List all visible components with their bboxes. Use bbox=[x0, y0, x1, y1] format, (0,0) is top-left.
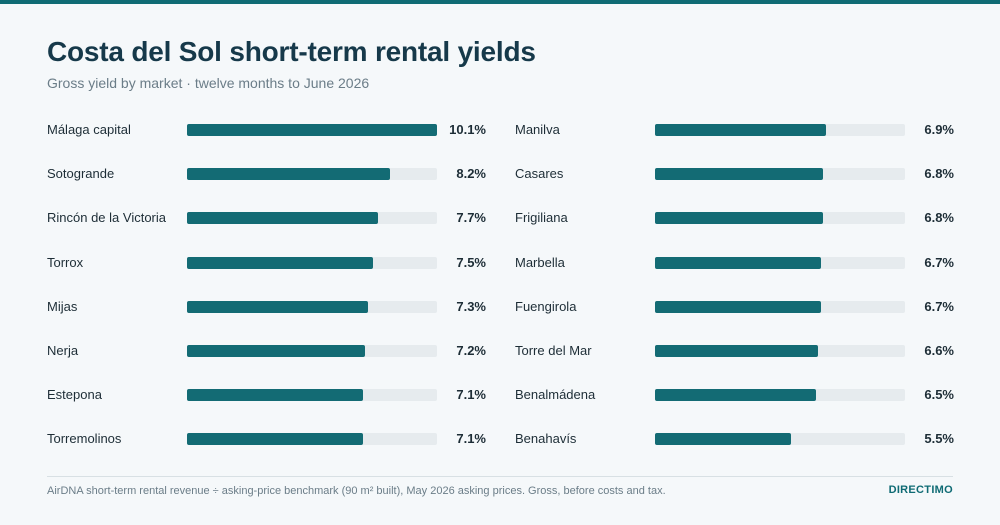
category-label: Torrox bbox=[47, 254, 84, 270]
bar-row: Casares 6.8% bbox=[515, 150, 955, 194]
category-label: Rincón de la Victoria bbox=[47, 210, 166, 226]
bar bbox=[655, 300, 821, 313]
bar-track bbox=[655, 212, 905, 225]
bar bbox=[187, 168, 390, 181]
category-label: Casares bbox=[515, 166, 564, 182]
bar bbox=[655, 124, 826, 136]
bar-row: Nerja 7.2% bbox=[47, 327, 487, 371]
bar-track bbox=[655, 433, 905, 446]
bar-track bbox=[187, 300, 437, 313]
bar-track bbox=[655, 124, 905, 136]
value-label: 7.1% bbox=[456, 431, 486, 447]
bar-row: Benalmádena 6.5% bbox=[515, 371, 955, 415]
bar-row: Torremolinos 7.1% bbox=[47, 415, 487, 459]
bar-track bbox=[187, 212, 437, 225]
chart-column-right: Manilva 6.9% Casares 6.8% Frigiliana 6.8% Marb… bbox=[515, 106, 955, 460]
bar-track bbox=[655, 168, 905, 181]
value-label: 8.2% bbox=[456, 166, 486, 182]
category-label: Fuengirola bbox=[515, 298, 577, 314]
bar bbox=[187, 433, 363, 446]
bar-row: Sotogrande 8.2% bbox=[47, 150, 487, 194]
value-label: 7.5% bbox=[456, 254, 486, 270]
value-label: 7.1% bbox=[456, 387, 486, 403]
bar-row: Marbella 6.7% bbox=[515, 239, 955, 283]
bar-track bbox=[187, 344, 437, 357]
category-label: Frigiliana bbox=[515, 210, 568, 226]
bar bbox=[187, 212, 378, 225]
bar-row: Estepona 7.1% bbox=[47, 371, 487, 415]
bar-row: Mijas 7.3% bbox=[47, 283, 487, 327]
value-label: 10.1% bbox=[449, 122, 486, 137]
value-label: 6.8% bbox=[924, 166, 954, 182]
bar-track bbox=[655, 344, 905, 357]
value-label: 6.6% bbox=[924, 342, 954, 358]
footer-divider bbox=[47, 476, 953, 477]
bar-row: Málaga capital 10.1% bbox=[47, 106, 487, 150]
value-label: 7.7% bbox=[456, 210, 486, 226]
bar-track bbox=[187, 124, 437, 136]
category-label: Benahavís bbox=[515, 431, 577, 447]
value-label: 5.5% bbox=[924, 431, 954, 447]
bar-track bbox=[655, 256, 905, 269]
category-label: Nerja bbox=[47, 342, 79, 358]
bar-row: Torrox 7.5% bbox=[47, 239, 487, 283]
category-label: Benalmádena bbox=[515, 387, 596, 403]
category-label: Marbella bbox=[515, 254, 565, 270]
bar bbox=[187, 389, 363, 402]
bar bbox=[655, 389, 816, 402]
bar-track bbox=[187, 256, 437, 269]
category-label: Málaga capital bbox=[47, 122, 131, 137]
top-accent-bar bbox=[0, 0, 1000, 4]
bar-track bbox=[187, 168, 437, 181]
bar bbox=[655, 433, 792, 446]
bar-track bbox=[187, 433, 437, 446]
category-label: Torre del Mar bbox=[515, 342, 592, 358]
source-footnote: AirDNA short-term rental revenue ÷ askin… bbox=[47, 485, 666, 497]
value-label: 6.7% bbox=[924, 298, 954, 314]
bar bbox=[187, 300, 368, 313]
category-label: Estepona bbox=[47, 387, 102, 403]
category-label: Mijas bbox=[47, 298, 78, 314]
bar bbox=[655, 212, 824, 225]
chart-subtitle: Gross yield by market · twelve months to… bbox=[47, 75, 370, 91]
bar-row: Fuengirola 6.7% bbox=[515, 283, 955, 327]
value-label: 6.5% bbox=[924, 387, 954, 403]
category-label: Manilva bbox=[515, 122, 560, 137]
bar-row: Torre del Mar 6.6% bbox=[515, 327, 955, 371]
bar bbox=[655, 344, 819, 357]
bar-row: Rincón de la Victoria 7.7% bbox=[47, 194, 487, 238]
chart-title: Costa del Sol short-term rental yields bbox=[47, 36, 536, 67]
bar-row: Manilva 6.9% bbox=[515, 106, 955, 150]
category-label: Torremolinos bbox=[47, 431, 122, 447]
category-label: Sotogrande bbox=[47, 166, 115, 182]
bar bbox=[187, 124, 437, 136]
bar-track bbox=[187, 389, 437, 402]
value-label: 6.8% bbox=[924, 210, 954, 226]
bar bbox=[187, 256, 373, 269]
bar-track bbox=[655, 300, 905, 313]
value-label: 6.7% bbox=[924, 254, 954, 270]
value-label: 7.3% bbox=[456, 298, 486, 314]
bar bbox=[187, 344, 366, 357]
bar-track bbox=[655, 389, 905, 402]
brand-logo: DIRECTIMO bbox=[888, 484, 953, 496]
value-label: 6.9% bbox=[924, 122, 954, 137]
value-label: 7.2% bbox=[456, 342, 486, 358]
bar bbox=[655, 256, 821, 269]
chart-column-left: Málaga capital 10.1% Sotogrande 8.2% Rincón … bbox=[47, 106, 487, 460]
bar-row: Frigiliana 6.8% bbox=[515, 194, 955, 238]
bar bbox=[655, 168, 824, 181]
bar-row: Benahavís 5.5% bbox=[515, 415, 955, 459]
